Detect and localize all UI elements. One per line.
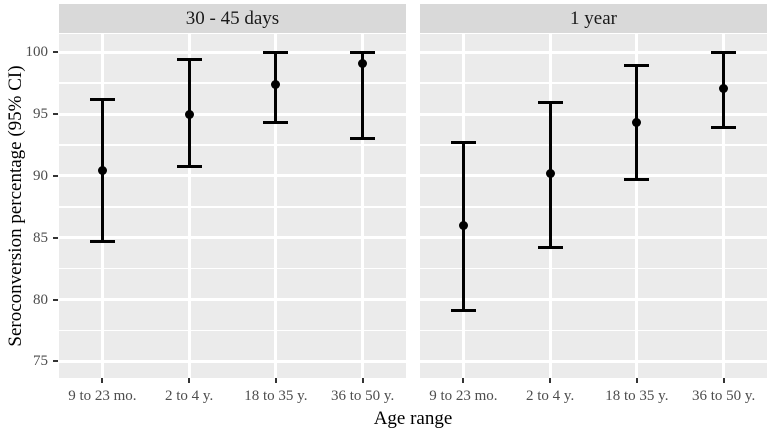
x-axis-tick (635, 378, 638, 383)
major-gridline (420, 236, 767, 240)
x-axis-tick (722, 378, 725, 383)
facet-panel (420, 34, 767, 378)
point-estimate-dot (184, 109, 194, 119)
ci-upper-cap (263, 50, 289, 54)
minor-gridline (420, 206, 767, 208)
ci-lower-cap (350, 137, 376, 141)
minor-gridline (59, 329, 406, 332)
major-gridline (420, 174, 767, 178)
point-estimate-dot (358, 58, 368, 68)
facet-strip: 1 year (420, 4, 767, 33)
x-axis-tick (549, 378, 552, 383)
y-axis-tick (53, 51, 58, 54)
point-estimate-dot (271, 79, 281, 89)
minor-gridline (59, 82, 406, 84)
ci-upper-cap (350, 50, 376, 54)
facet-panel (59, 34, 406, 378)
y-axis-tick (53, 236, 58, 239)
ci-upper-cap (176, 58, 202, 62)
major-gridline (59, 236, 406, 240)
minor-gridline (420, 144, 767, 146)
ci-upper-cap (537, 101, 563, 105)
ci-upper-cap (89, 97, 115, 101)
x-tick-label: 2 to 4 y. (165, 388, 214, 404)
ci-error-bar-line (361, 52, 365, 139)
y-axis-tick (53, 174, 58, 177)
minor-gridline (420, 267, 767, 270)
y-tick-label: 90 (33, 167, 48, 184)
major-gridline (420, 298, 767, 301)
x-axis-title: Age range (373, 408, 453, 429)
y-tick-label: 75 (33, 353, 48, 370)
point-estimate-dot (719, 83, 729, 93)
major-gridline (59, 50, 406, 54)
y-axis-tick (53, 113, 58, 116)
y-tick-label: 100 (25, 44, 49, 61)
x-tick-label: 18 to 35 y. (605, 388, 669, 404)
ci-lower-cap (711, 126, 737, 130)
major-gridline (59, 174, 406, 178)
y-tick-label: 95 (33, 106, 48, 123)
major-gridline-vertical (722, 34, 726, 378)
minor-gridline (59, 267, 406, 270)
minor-gridline (420, 329, 767, 332)
x-axis-tick (101, 378, 104, 383)
x-axis-tick (274, 378, 277, 383)
y-axis-tick (53, 298, 58, 301)
major-gridline (420, 359, 767, 363)
x-axis-tick (188, 378, 191, 383)
major-gridline (59, 359, 406, 363)
minor-gridline (59, 206, 406, 208)
major-gridline-vertical (635, 34, 639, 378)
point-estimate-dot (458, 220, 468, 230)
facet-strip: 30 - 45 days (59, 4, 406, 33)
point-estimate-dot (97, 166, 107, 176)
major-gridline-vertical (187, 34, 191, 378)
y-tick-label: 80 (33, 291, 48, 308)
ci-upper-cap (711, 50, 737, 54)
ci-lower-cap (537, 246, 563, 250)
ci-upper-cap (450, 141, 476, 145)
major-gridline (59, 298, 406, 301)
minor-gridline (59, 144, 406, 146)
major-gridline (420, 50, 767, 54)
major-gridline-vertical (274, 34, 278, 378)
y-tick-label: 85 (33, 229, 48, 246)
x-tick-label: 36 to 50 y. (692, 388, 756, 404)
ci-lower-cap (624, 178, 650, 182)
ci-lower-cap (89, 239, 115, 243)
ci-lower-cap (176, 164, 202, 168)
x-axis-tick (462, 378, 465, 383)
y-axis-tick (53, 360, 58, 363)
x-tick-label: 9 to 23 mo. (429, 388, 498, 404)
ci-lower-cap (450, 309, 476, 313)
major-gridline (59, 112, 406, 116)
ci-upper-cap (624, 64, 650, 68)
x-axis-tick (361, 378, 364, 383)
y-axis-title: Seroconversion percentage (95% CI) (5, 65, 26, 347)
major-gridline (420, 112, 767, 116)
x-tick-label: 36 to 50 y. (331, 388, 395, 404)
minor-gridline (420, 82, 767, 84)
x-tick-label: 9 to 23 mo. (68, 388, 137, 404)
point-estimate-dot (632, 118, 642, 128)
major-gridline-vertical (361, 34, 365, 378)
point-estimate-dot (545, 168, 555, 178)
ci-lower-cap (263, 121, 289, 125)
x-tick-label: 2 to 4 y. (526, 388, 575, 404)
x-tick-label: 18 to 35 y. (244, 388, 308, 404)
